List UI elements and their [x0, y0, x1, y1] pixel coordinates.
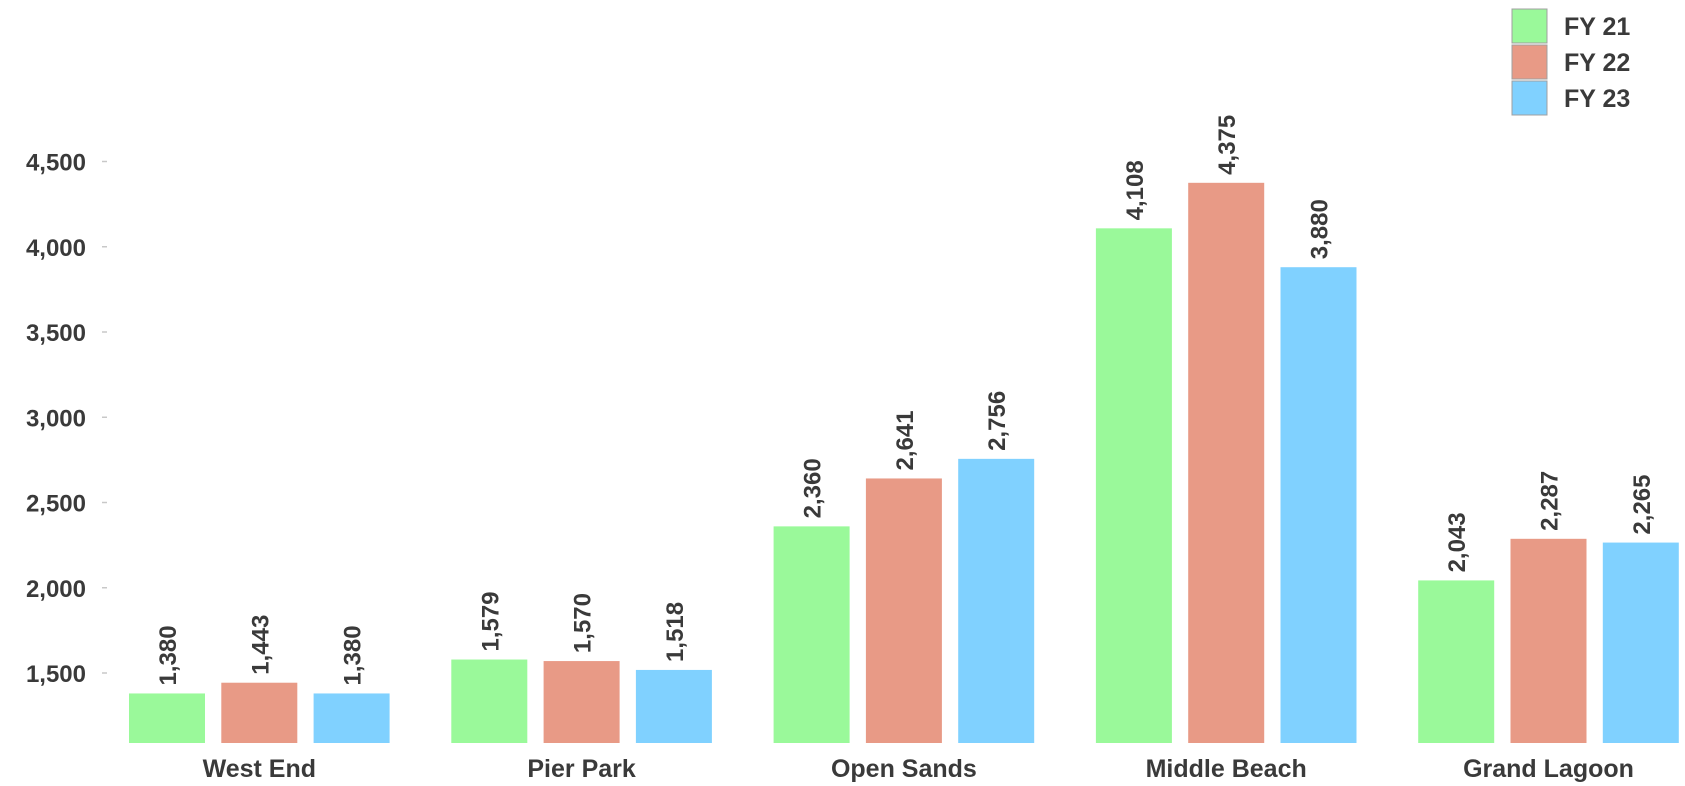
data-label: 1,380	[340, 625, 367, 685]
data-label: 1,380	[155, 625, 182, 685]
data-label: 1,443	[247, 615, 274, 675]
data-label: 2,756	[984, 391, 1011, 451]
y-tick-label: 2,000	[26, 576, 86, 603]
y-tick-label: 1,500	[26, 661, 86, 688]
y-tick-label: 4,000	[26, 235, 86, 262]
data-label: 1,518	[662, 602, 689, 662]
data-label: 4,375	[1214, 115, 1241, 175]
bar-fy-23	[1602, 542, 1679, 743]
bar-fy-23	[635, 669, 712, 743]
y-tick-label: 3,500	[26, 320, 86, 347]
data-labels: 1,380 1,443 1,380 1,579 1,570 1,518 2,360 2,641…	[155, 115, 1656, 686]
x-category-label: Open Sands	[831, 755, 977, 783]
bar-fy-22	[1510, 538, 1587, 743]
data-label: 3,880	[1307, 199, 1334, 259]
bar-fy-21	[1095, 228, 1172, 743]
bar-fy-21	[129, 693, 205, 743]
bar-fy-22	[1188, 182, 1265, 743]
legend-label: FY 22	[1564, 49, 1630, 77]
legend-swatch	[1511, 44, 1548, 80]
data-label: 2,043	[1444, 512, 1471, 572]
y-tick-label: 2,500	[26, 491, 86, 518]
bar-fy-23	[1280, 267, 1357, 743]
bar-fy-22	[221, 682, 298, 743]
bars	[129, 182, 1679, 743]
data-label: 2,360	[800, 458, 827, 518]
legend: FY 21 FY 22 FY 23	[1511, 8, 1630, 116]
x-axis: West End Pier Park Open Sands Middle Beach G…	[203, 755, 1634, 783]
legend-label: FY 23	[1564, 85, 1630, 113]
x-category-label: Pier Park	[527, 755, 636, 783]
data-label: 1,579	[477, 591, 504, 651]
legend-swatch	[1511, 80, 1548, 116]
legend-swatch	[1511, 8, 1548, 44]
x-category-label: West End	[203, 755, 316, 783]
legend-label: FY 21	[1564, 13, 1630, 41]
bar-fy-21	[773, 526, 850, 743]
bar-fy-22	[543, 661, 620, 743]
bar-fy-23	[958, 458, 1035, 743]
data-label: 2,265	[1629, 475, 1656, 535]
bar-fy-21	[1418, 580, 1495, 743]
bar-fy-23	[313, 693, 390, 743]
data-label: 2,641	[892, 410, 919, 470]
bar-fy-21	[451, 659, 528, 743]
y-tick-label: 4,500	[26, 150, 86, 177]
data-label: 2,287	[1537, 471, 1564, 531]
y-axis: 1,500 2,000 2,500 3,000 3,500 4,000 4,500	[26, 150, 107, 688]
x-category-label: Grand Lagoon	[1463, 755, 1634, 783]
x-category-label: Middle Beach	[1146, 755, 1307, 783]
data-label: 1,570	[570, 593, 597, 653]
data-label: 4,108	[1122, 160, 1149, 220]
y-tick-label: 3,000	[26, 405, 86, 432]
bar-fy-22	[865, 478, 942, 743]
